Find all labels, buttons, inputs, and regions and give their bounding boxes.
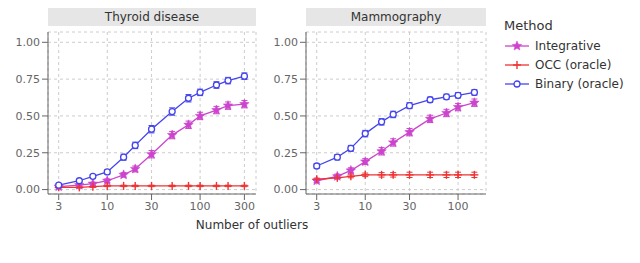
html-text:Integrative: Integrative (535, 39, 601, 53)
svg-text:3: 3 (55, 200, 62, 213)
html-text:Number of outliers: Number of outliers (195, 218, 309, 232)
html-text:Method: Method (504, 18, 553, 33)
html-text:Thyroid disease: Thyroid disease (104, 10, 200, 24)
svg-text:0.00: 0.00 (16, 183, 41, 196)
svg-text:3: 3 (313, 200, 320, 213)
svg-text:0.25: 0.25 (16, 147, 41, 160)
svg-text:30: 30 (145, 200, 159, 213)
svg-text:1.00: 1.00 (274, 36, 299, 49)
html-text:Binary (oracle): Binary (oracle) (535, 77, 624, 91)
html-text:OCC (oracle): OCC (oracle) (535, 58, 612, 72)
svg-text:100: 100 (448, 200, 469, 213)
svg-text:0.75: 0.75 (16, 73, 41, 86)
svg-text:0.50: 0.50 (274, 110, 299, 123)
svg-text:30: 30 (403, 200, 417, 213)
html-text:Mammography: Mammography (350, 10, 442, 24)
svg-text:300: 300 (234, 200, 255, 213)
svg-text:0.00: 0.00 (274, 183, 299, 196)
svg-text:0.75: 0.75 (274, 73, 299, 86)
svg-text:10: 10 (100, 200, 114, 213)
svg-text:10: 10 (358, 200, 372, 213)
svg-text:0.25: 0.25 (274, 147, 299, 160)
svg-text:100: 100 (190, 200, 211, 213)
svg-text:1.00: 1.00 (16, 36, 41, 49)
svg-text:0.50: 0.50 (16, 110, 41, 123)
